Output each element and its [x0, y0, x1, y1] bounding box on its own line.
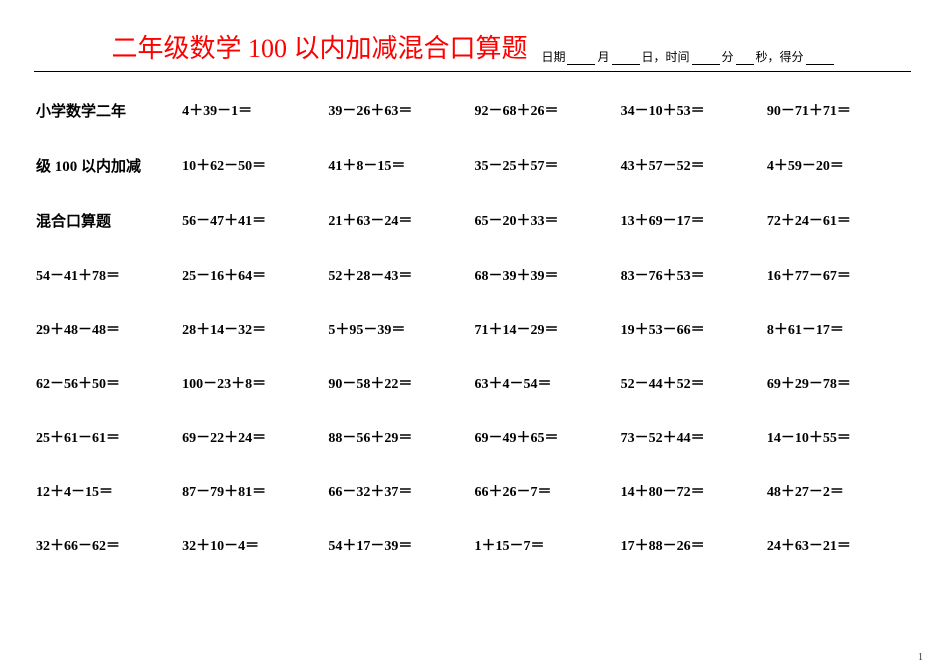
- problem-grid: 小学数学二年4＋39－1＝39－26＋63＝92－68＋26＝34－10＋53＝…: [34, 100, 911, 555]
- math-problem: 52＋28－43＝: [326, 265, 472, 285]
- description-label: 混合口算题: [34, 210, 180, 231]
- math-problem: 48＋27－2＝: [765, 481, 911, 501]
- blank-sec[interactable]: [736, 51, 754, 65]
- date-score-meta: 日期 月 日，时间 分 秒，得分: [541, 48, 833, 65]
- math-problem: 41＋8－15＝: [326, 155, 472, 176]
- math-problem: 28＋14－32＝: [180, 319, 326, 339]
- meta-label-min: 分: [722, 48, 734, 65]
- math-problem: 25－16＋64＝: [180, 265, 326, 285]
- math-problem: 13＋69－17＝: [619, 210, 765, 231]
- math-problem: 90－58＋22＝: [326, 373, 472, 393]
- math-problem: 56－47＋41＝: [180, 210, 326, 231]
- math-problem: 63＋4－54＝: [473, 373, 619, 393]
- blank-min[interactable]: [692, 51, 720, 65]
- math-problem: 90－71＋71＝: [765, 100, 911, 121]
- math-problem: 12＋4－15＝: [34, 481, 180, 501]
- math-problem: 66－32＋37＝: [326, 481, 472, 501]
- math-problem: 54－41＋78＝: [34, 265, 180, 285]
- math-problem: 69－22＋24＝: [180, 427, 326, 447]
- math-problem: 83－76＋53＝: [619, 265, 765, 285]
- math-problem: 66＋26－7＝: [473, 481, 619, 501]
- math-problem: 69＋29－78＝: [765, 373, 911, 393]
- math-problem: 5＋95－39＝: [326, 319, 472, 339]
- math-problem: 52－44＋52＝: [619, 373, 765, 393]
- meta-label-date: 日期: [541, 48, 565, 65]
- math-problem: 87－79＋81＝: [180, 481, 326, 501]
- math-problem: 54＋17－39＝: [326, 535, 472, 555]
- worksheet-page: 二年级数学 100 以内加减混合口算题 日期 月 日，时间 分 秒，得分 小学数…: [0, 0, 945, 669]
- page-number: 1: [918, 652, 923, 663]
- header-row: 二年级数学 100 以内加减混合口算题 日期 月 日，时间 分 秒，得分: [34, 28, 911, 72]
- math-problem: 69－49＋65＝: [473, 427, 619, 447]
- blank-day[interactable]: [612, 51, 640, 65]
- math-problem: 35－25＋57＝: [473, 155, 619, 176]
- blank-month[interactable]: [567, 51, 595, 65]
- math-problem: 62－56＋50＝: [34, 373, 180, 393]
- page-title: 二年级数学 100 以内加减混合口算题: [111, 28, 527, 65]
- math-problem: 32＋66－62＝: [34, 535, 180, 555]
- math-problem: 4＋59－20＝: [765, 155, 911, 176]
- math-problem: 19＋53－66＝: [619, 319, 765, 339]
- math-problem: 72＋24－61＝: [765, 210, 911, 231]
- math-problem: 73－52＋44＝: [619, 427, 765, 447]
- math-problem: 1＋15－7＝: [473, 535, 619, 555]
- blank-score[interactable]: [806, 51, 834, 65]
- math-problem: 14＋80－72＝: [619, 481, 765, 501]
- math-problem: 21＋63－24＝: [326, 210, 472, 231]
- math-problem: 65－20＋33＝: [473, 210, 619, 231]
- description-label: 级 100 以内加减: [34, 155, 180, 176]
- math-problem: 39－26＋63＝: [326, 100, 472, 121]
- math-problem: 14－10＋55＝: [765, 427, 911, 447]
- math-problem: 32＋10－4＝: [180, 535, 326, 555]
- meta-label-sec-score: 秒，得分: [756, 48, 804, 65]
- math-problem: 29＋48－48＝: [34, 319, 180, 339]
- meta-label-month: 月: [597, 48, 609, 65]
- math-problem: 25＋61－61＝: [34, 427, 180, 447]
- math-problem: 10＋62－50＝: [180, 155, 326, 176]
- math-problem: 4＋39－1＝: [180, 100, 326, 121]
- meta-label-day-time: 日，时间: [642, 48, 690, 65]
- math-problem: 17＋88－26＝: [619, 535, 765, 555]
- math-problem: 92－68＋26＝: [473, 100, 619, 121]
- math-problem: 43＋57－52＝: [619, 155, 765, 176]
- math-problem: 24＋63－21＝: [765, 535, 911, 555]
- math-problem: 68－39＋39＝: [473, 265, 619, 285]
- math-problem: 16＋77－67＝: [765, 265, 911, 285]
- math-problem: 88－56＋29＝: [326, 427, 472, 447]
- math-problem: 100－23＋8＝: [180, 373, 326, 393]
- description-label: 小学数学二年: [34, 100, 180, 121]
- math-problem: 71＋14－29＝: [473, 319, 619, 339]
- math-problem: 34－10＋53＝: [619, 100, 765, 121]
- math-problem: 8＋61－17＝: [765, 319, 911, 339]
